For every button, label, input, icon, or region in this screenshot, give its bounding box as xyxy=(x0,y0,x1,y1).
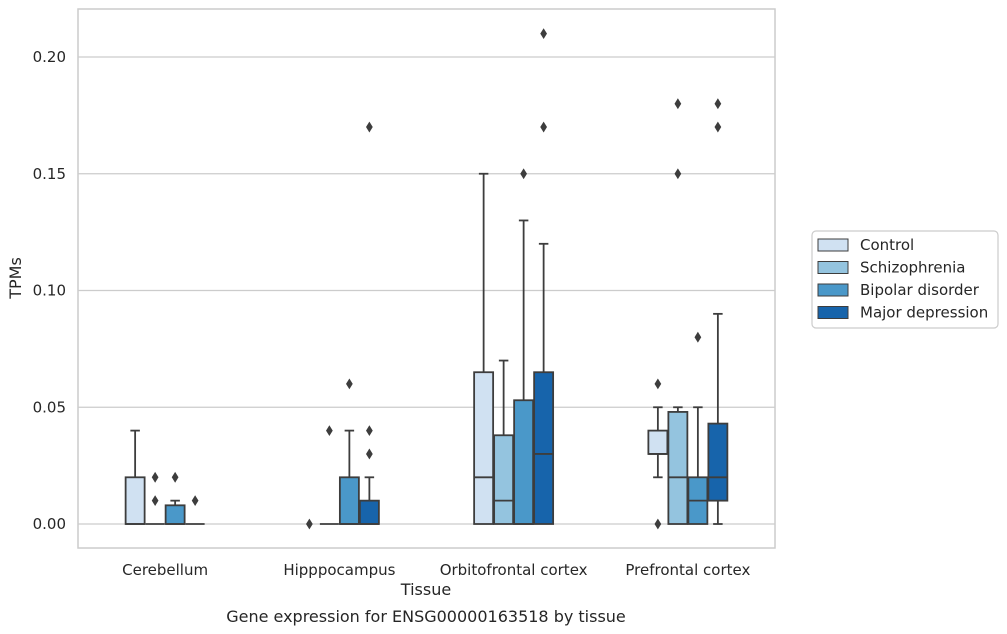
legend-swatch xyxy=(817,238,849,252)
outlier-point xyxy=(191,495,199,507)
box-major-depression xyxy=(707,312,729,525)
outlier-point xyxy=(326,425,333,436)
box-major-depression xyxy=(533,242,555,525)
x-tick-label: Cerebellum xyxy=(122,561,208,579)
box-body xyxy=(124,476,146,525)
box-schizophrenia xyxy=(667,406,689,525)
x-tick-label: Prefrontal cortex xyxy=(625,561,750,579)
box-body xyxy=(164,504,186,525)
legend-label: Schizophrenia xyxy=(860,259,965,277)
box-body xyxy=(473,371,495,525)
outlier-point xyxy=(520,168,527,180)
outlier-points xyxy=(151,28,722,530)
y-tick-label: 0.10 xyxy=(33,282,66,300)
outlier-point xyxy=(674,98,682,110)
legend-label: Bipolar disorder xyxy=(860,281,980,299)
legend-swatch xyxy=(817,283,849,297)
legend: Control Schizophrenia Bipolar disorder Majo… xyxy=(811,230,999,329)
outlier-point xyxy=(714,98,722,110)
box-body xyxy=(667,411,689,525)
box-control xyxy=(124,429,146,525)
x-tick-label: Hipppocampus xyxy=(283,561,395,579)
chart-caption: Gene expression for ENSG00000163518 by t… xyxy=(226,607,626,626)
outlier-point xyxy=(151,471,159,483)
legend-swatch xyxy=(817,306,849,319)
outlier-point xyxy=(151,495,159,507)
box-control xyxy=(647,406,669,479)
boxes xyxy=(124,172,729,525)
y-tick-labels: 0.00 0.05 0.10 0.15 0.20 xyxy=(33,48,66,533)
outlier-point xyxy=(714,121,722,133)
outlier-point xyxy=(654,518,662,530)
y-axis-label: TPMs xyxy=(6,257,25,300)
box-body xyxy=(513,399,535,525)
outlier-point xyxy=(366,425,373,436)
outlier-point xyxy=(366,448,373,460)
outlier-point xyxy=(306,518,313,530)
x-axis-label: Tissue xyxy=(400,580,451,599)
outlier-point xyxy=(366,121,373,133)
outlier-point xyxy=(346,378,353,390)
legend-frame xyxy=(811,230,999,329)
plot-frame xyxy=(77,8,776,549)
y-tick-label: 0.15 xyxy=(33,165,66,183)
legend-swatch xyxy=(817,261,849,274)
outlier-point xyxy=(540,28,547,40)
box-schizophrenia xyxy=(493,359,515,525)
outlier-point xyxy=(674,168,682,180)
outlier-point xyxy=(654,378,662,390)
box-body xyxy=(358,499,380,525)
box-bipolar-disorder xyxy=(687,406,709,525)
legend-label: Control xyxy=(860,236,914,254)
box-body xyxy=(707,422,729,502)
box-body xyxy=(493,434,515,525)
y-tick-label: 0.20 xyxy=(33,48,66,66)
y-tick-label: 0.00 xyxy=(33,515,66,533)
box-major-depression xyxy=(358,476,380,525)
box-body xyxy=(338,476,360,525)
box-control xyxy=(473,172,495,525)
x-tick-label: Orbitofrontal cortex xyxy=(440,561,588,579)
legend-label: Major depression xyxy=(860,304,988,322)
outlier-point xyxy=(540,121,547,133)
box-body xyxy=(647,429,669,455)
x-tick-labels: Cerebellum Hipppocampus Orbitofrontal cort… xyxy=(122,561,750,579)
box-body xyxy=(533,371,555,525)
y-tick-label: 0.05 xyxy=(33,398,66,416)
box-bipolar-disorder xyxy=(338,429,360,525)
box-bipolar-disorder xyxy=(513,219,535,525)
outlier-point xyxy=(694,331,702,343)
box-bipolar-disorder xyxy=(164,499,186,525)
outlier-point xyxy=(171,471,179,483)
